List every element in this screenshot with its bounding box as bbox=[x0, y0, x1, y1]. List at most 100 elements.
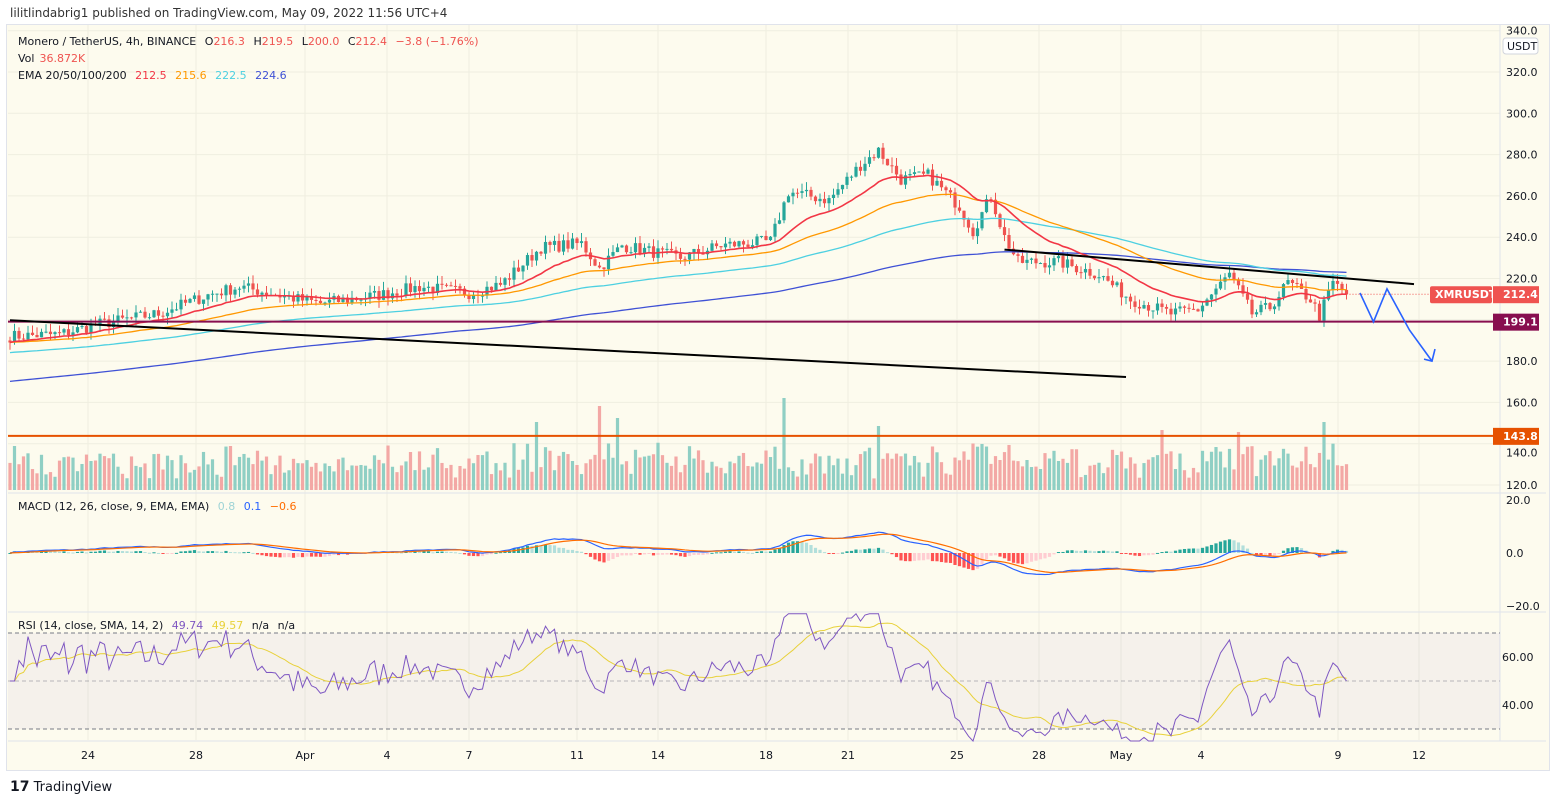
macd-histogram-bar bbox=[759, 551, 764, 553]
candle-body bbox=[539, 251, 543, 254]
candle-body bbox=[489, 286, 494, 291]
macd-histogram-bar bbox=[764, 551, 768, 553]
macd-histogram-bar bbox=[278, 553, 282, 558]
volume-bar bbox=[863, 451, 867, 490]
macd-histogram-bar bbox=[44, 550, 48, 553]
candle-body bbox=[498, 282, 503, 285]
price-tick-label: 160.0 bbox=[1506, 396, 1538, 409]
volume-bar bbox=[327, 466, 332, 490]
volume-bar bbox=[368, 468, 372, 490]
candle-body bbox=[1169, 308, 1173, 315]
macd-histogram-bar bbox=[1070, 550, 1074, 553]
macd-histogram-bar bbox=[1083, 550, 1088, 553]
candle-body bbox=[1128, 296, 1133, 302]
macd-histogram-bar bbox=[957, 553, 962, 567]
candle-body bbox=[651, 246, 656, 258]
macd-histogram-bar bbox=[210, 551, 215, 553]
macd-histogram-bar bbox=[62, 551, 66, 553]
candle-body bbox=[129, 317, 134, 319]
macd-histogram-bar bbox=[575, 550, 579, 553]
volume-bar bbox=[206, 464, 210, 490]
volume-bar bbox=[98, 453, 102, 490]
macd-histogram-bar bbox=[260, 553, 264, 556]
macd-histogram-bar bbox=[813, 547, 818, 553]
macd-histogram-bar bbox=[849, 550, 854, 553]
macd-histogram-bar bbox=[287, 553, 291, 558]
volume-bar bbox=[143, 463, 147, 490]
macd-histogram-bar bbox=[1250, 552, 1254, 554]
volume-bar bbox=[296, 463, 300, 490]
volume-bar bbox=[849, 475, 854, 490]
tradingview-logo[interactable]: 17 TradingView bbox=[10, 779, 113, 795]
volume-bar bbox=[638, 457, 642, 490]
candle-body bbox=[53, 332, 57, 335]
macd-histogram-bar bbox=[1079, 550, 1083, 553]
macd-histogram-bar bbox=[638, 553, 642, 555]
volume-bar bbox=[966, 459, 971, 490]
volume-bar bbox=[989, 463, 993, 490]
currency-label: USDT bbox=[1507, 40, 1538, 53]
macd-histogram-bar bbox=[75, 551, 80, 553]
macd-histogram-bar bbox=[138, 551, 143, 553]
volume-bar bbox=[449, 464, 453, 490]
rsi-na-1: n/a bbox=[251, 619, 270, 632]
macd-histogram-bar bbox=[449, 551, 453, 553]
candle-body bbox=[930, 169, 935, 186]
candle-body bbox=[975, 228, 980, 237]
volume-bar bbox=[503, 462, 507, 490]
volume-bar bbox=[903, 453, 908, 490]
volume-bar bbox=[282, 472, 287, 490]
volume-bar bbox=[413, 470, 417, 490]
macd-histogram-bar bbox=[651, 553, 656, 556]
volume-bar bbox=[129, 456, 134, 490]
candle-body bbox=[359, 299, 363, 301]
macd-histogram-bar bbox=[1187, 548, 1191, 553]
candle-body bbox=[183, 299, 188, 303]
volume-bar bbox=[395, 472, 399, 490]
volume-bar bbox=[827, 455, 831, 490]
support-price-tag bbox=[1493, 313, 1539, 331]
candle-body bbox=[1106, 276, 1110, 281]
volume-bar bbox=[1335, 465, 1340, 490]
macd-histogram-bar bbox=[746, 552, 750, 554]
volume-bar bbox=[147, 478, 152, 490]
macd-histogram-bar bbox=[66, 552, 71, 554]
currency-button[interactable] bbox=[1502, 37, 1539, 55]
macd-histogram-bar bbox=[1272, 553, 1277, 556]
volume-bar bbox=[1079, 477, 1083, 490]
volume-bar bbox=[93, 460, 98, 490]
candle-body bbox=[1029, 258, 1034, 260]
volume-bar bbox=[1160, 430, 1164, 490]
candle-body bbox=[350, 297, 354, 303]
candle-body bbox=[525, 255, 530, 266]
volume-bar bbox=[404, 461, 408, 490]
candle-body bbox=[21, 338, 26, 340]
candle-body bbox=[71, 332, 75, 336]
macd-line bbox=[9, 531, 1347, 576]
candle-body bbox=[620, 245, 624, 248]
macd-histogram-bar bbox=[435, 551, 440, 553]
chart-frame[interactable] bbox=[6, 24, 1550, 771]
volume-bar bbox=[273, 465, 278, 490]
time-tick-label: 9 bbox=[1335, 749, 1342, 762]
volume-bar bbox=[755, 462, 759, 490]
volume-bar bbox=[215, 474, 219, 490]
candle-body bbox=[1052, 258, 1056, 266]
volume-bar bbox=[372, 455, 377, 490]
macd-histogram-bar bbox=[111, 551, 116, 553]
candle-body bbox=[224, 285, 228, 296]
volume-bar bbox=[1119, 451, 1124, 490]
volume-bar bbox=[246, 457, 251, 490]
candle-body bbox=[1259, 304, 1263, 313]
candle-body bbox=[1187, 307, 1191, 309]
candle-body bbox=[26, 332, 30, 340]
candle-body bbox=[12, 330, 17, 343]
high-value: 219.5 bbox=[261, 35, 294, 48]
volume-bar bbox=[1187, 477, 1191, 490]
volume-bar bbox=[926, 462, 930, 490]
volume-bar bbox=[489, 474, 494, 490]
ema200-value: 224.6 bbox=[255, 69, 287, 82]
macd-histogram-bar bbox=[462, 553, 467, 555]
candle-body bbox=[318, 300, 323, 304]
